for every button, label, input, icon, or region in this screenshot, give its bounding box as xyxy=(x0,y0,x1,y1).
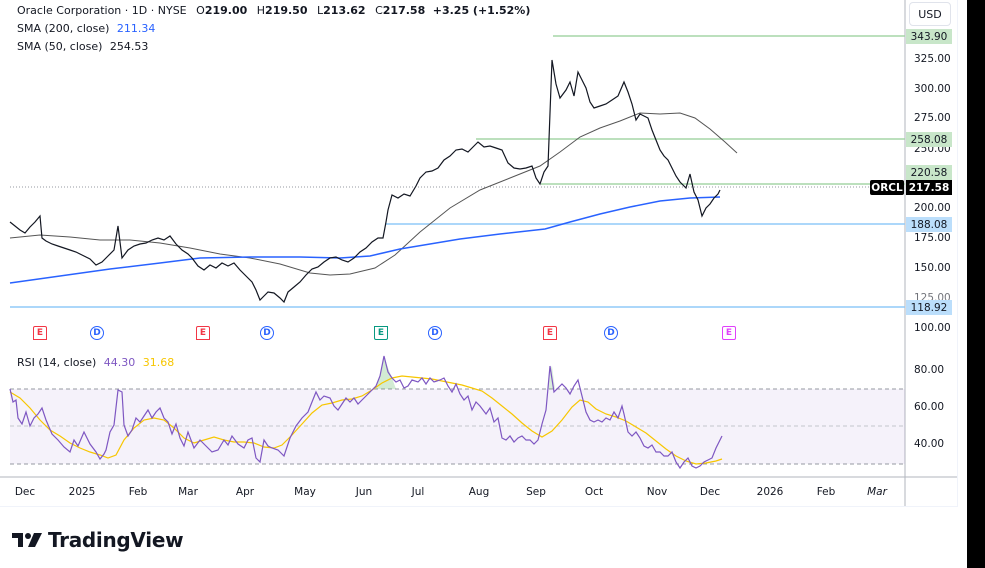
rsi-overbought-fill xyxy=(376,356,396,389)
rsi-legend[interactable]: RSI (14, close) 44.30 31.68 xyxy=(17,356,174,369)
rsi-label: RSI (14, close) xyxy=(17,356,97,369)
level-badge-118-92[interactable]: 118.92 xyxy=(906,300,952,315)
time-label: Aug xyxy=(468,486,490,498)
time-label: Sep xyxy=(526,486,546,498)
time-label: Jun xyxy=(355,486,373,498)
close-label: C xyxy=(375,4,383,17)
candlesticks xyxy=(9,59,721,304)
symbol-legend[interactable]: Oracle Corporation · 1D · NYSE O219.00 H… xyxy=(17,4,531,17)
rsi-signal-value: 31.68 xyxy=(142,356,175,369)
price-tick: 325.00 xyxy=(914,53,951,65)
earnings-event-icon[interactable]: E xyxy=(543,326,557,340)
right-edge-strip xyxy=(967,0,985,568)
high-value: 219.50 xyxy=(265,4,308,17)
level-badge-220-58[interactable]: 220.58 xyxy=(906,165,952,180)
sma200-label: SMA (200, close) xyxy=(17,22,110,35)
sma200-value: 211.34 xyxy=(116,22,156,35)
time-label: Dec xyxy=(14,486,36,498)
sma200-legend[interactable]: SMA (200, close) 211.34 xyxy=(17,22,155,35)
open-label: O xyxy=(196,4,205,17)
last-price-badge: 217.58 xyxy=(906,180,952,195)
time-label: Feb xyxy=(816,486,836,498)
ticker-badge: ORCL xyxy=(870,180,904,195)
time-label: Apr xyxy=(235,486,255,498)
sma50-value: 254.53 xyxy=(109,40,149,53)
earnings-event-icon[interactable]: E xyxy=(374,326,388,340)
level-badge-343-90[interactable]: 343.90 xyxy=(906,29,952,44)
time-label: Dec xyxy=(699,486,721,498)
dividend-event-icon[interactable]: D xyxy=(90,326,104,340)
price-tick: 200.00 xyxy=(914,202,951,214)
low-value: 213.62 xyxy=(323,4,366,17)
sma50-line xyxy=(9,112,738,276)
price-tick: 175.00 xyxy=(914,232,951,244)
change-value: +3.25 (+1.52%) xyxy=(432,4,531,17)
sma50-label: SMA (50, close) xyxy=(17,40,103,53)
rsi-tick: 80.00 xyxy=(914,364,945,376)
price-tick: 275.00 xyxy=(914,112,951,124)
chart-frame[interactable] xyxy=(0,0,958,507)
low-label: L xyxy=(317,4,324,17)
tradingview-logo-text: TradingView xyxy=(48,528,184,552)
sma50-legend[interactable]: SMA (50, close) 254.53 xyxy=(17,40,148,53)
price-tick: 150.00 xyxy=(914,262,951,274)
chart-canvas[interactable] xyxy=(0,0,957,506)
time-label: Jul xyxy=(411,486,425,498)
rsi-ma-line xyxy=(9,375,723,465)
time-label: 2026 xyxy=(756,486,784,498)
time-label: 2025 xyxy=(68,486,96,498)
interval[interactable]: 1D xyxy=(131,4,148,17)
price-tick: 300.00 xyxy=(914,83,951,95)
earnings-event-icon[interactable]: E xyxy=(33,326,47,340)
dividend-event-icon[interactable]: D xyxy=(428,326,442,340)
rsi-line xyxy=(9,355,723,470)
symbol-name: Oracle Corporation xyxy=(17,4,122,17)
upcoming-earnings-event-icon[interactable]: E xyxy=(722,326,736,340)
price-tick: 100.00 xyxy=(914,322,951,334)
close-value: 217.58 xyxy=(382,4,426,17)
level-badge-188-08[interactable]: 188.08 xyxy=(906,217,952,232)
time-label: Feb xyxy=(128,486,148,498)
level-badge-258-08[interactable]: 258.08 xyxy=(906,132,952,147)
currency-button[interactable]: USD xyxy=(909,2,951,26)
high-label: H xyxy=(256,4,266,17)
sma200-line xyxy=(9,196,721,284)
exchange: NYSE xyxy=(157,4,187,17)
dividend-event-icon[interactable]: D xyxy=(604,326,618,340)
time-label: Oct xyxy=(584,486,604,498)
tradingview-logo-icon xyxy=(12,533,42,547)
dividend-event-icon[interactable]: D xyxy=(260,326,274,340)
time-label: Mar xyxy=(867,486,887,498)
rsi-tick: 40.00 xyxy=(914,438,945,450)
time-label: Nov xyxy=(646,486,668,498)
time-label: May xyxy=(294,486,316,498)
rsi-tick: 60.00 xyxy=(914,401,945,413)
rsi-value: 44.30 xyxy=(103,356,136,369)
earnings-event-icon[interactable]: E xyxy=(196,326,210,340)
tradingview-logo[interactable]: TradingView xyxy=(12,528,184,552)
open-value: 219.00 xyxy=(204,4,248,17)
time-label: Mar xyxy=(178,486,198,498)
